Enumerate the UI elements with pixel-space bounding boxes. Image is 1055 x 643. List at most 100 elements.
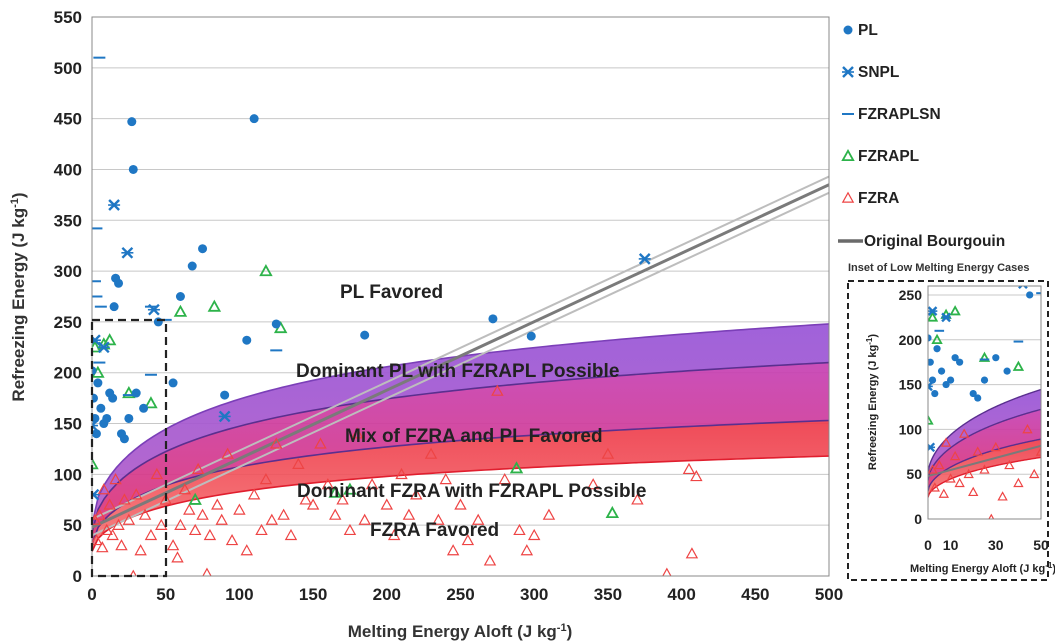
point-pl (933, 345, 941, 353)
y-tick-label: 400 (54, 160, 82, 179)
point-pl (92, 366, 97, 376)
point-fzra (542, 508, 556, 520)
point-pl (931, 389, 939, 398)
point-pl (220, 390, 230, 400)
point-fzra (601, 447, 615, 459)
point-fzra (314, 437, 327, 449)
point-fzra (247, 488, 261, 500)
inset-frame (847, 280, 1049, 581)
point-pl (127, 117, 137, 127)
point-fzrapl (92, 457, 99, 470)
point-fzra (336, 493, 349, 505)
point-fzrapl (144, 396, 158, 409)
x-tick-label: 500 (815, 585, 843, 604)
point-fzra (115, 539, 128, 551)
point-fzra (240, 544, 253, 556)
legend-label: FZRAPL (858, 148, 919, 165)
point-pl (187, 261, 197, 271)
point-fzra (963, 468, 974, 479)
x-axis-ticks: 0 50 100 150 200 250 300 350 400 450 500 (87, 585, 843, 604)
point-snpl (121, 246, 134, 259)
point-pl (96, 403, 106, 413)
point-pl (114, 278, 124, 288)
y-tick-label: 0 (73, 567, 82, 586)
point-fzrapl (207, 299, 222, 312)
x-tick-label: 350 (594, 585, 622, 604)
point-snpl (218, 410, 231, 423)
point-pl (942, 380, 950, 389)
region-label-fzra-favored: FZRA Favored (370, 520, 499, 541)
point-fzra (166, 539, 180, 551)
inset-bourgouin-line (928, 444, 1041, 477)
x-tick-label: 150 (299, 585, 327, 604)
point-fzra (109, 473, 122, 485)
point-fzra (1022, 423, 1033, 434)
point-fzra (997, 491, 1008, 501)
point-pl (139, 403, 149, 413)
legend-label: FZRA (858, 190, 899, 207)
point-snpl (92, 488, 100, 501)
point-fzrapl (343, 482, 357, 495)
point-fzrapl (102, 333, 117, 346)
point-fzra (424, 447, 438, 459)
point-fzrapl (509, 461, 524, 474)
legend: PL SNPL FZRAPLSN FZRAPL FZRA Original Bourgou… (838, 22, 1005, 250)
point-fzra (144, 528, 158, 541)
point-pl (974, 394, 982, 402)
point-fzra (138, 508, 152, 520)
point-fzra (306, 498, 320, 510)
point-pl (198, 244, 208, 254)
point-pl (360, 330, 370, 340)
point-pl (947, 376, 955, 384)
point-pl (175, 292, 185, 301)
point-fzra (520, 544, 534, 556)
point-pl (956, 358, 964, 366)
x-tick-label: 0 (87, 585, 96, 604)
point-fzra (631, 493, 644, 505)
point-snpl (928, 381, 933, 392)
point-fzrapl (931, 333, 943, 344)
point-fzra (358, 513, 371, 525)
x-tick-label: 450 (741, 585, 769, 604)
point-fzra (215, 513, 228, 525)
band-dominant-pl (92, 323, 829, 533)
point-pl (271, 319, 281, 329)
point-pl (131, 388, 141, 398)
y-axis-title: Refreezing Energy (J kg-1) (9, 192, 28, 401)
point-fzra (343, 523, 357, 536)
point-fzra (284, 528, 298, 541)
y-tick-label: 300 (54, 262, 82, 281)
point-fzrapl (328, 485, 342, 498)
point-fzra (934, 459, 945, 470)
point-fzra (351, 427, 364, 439)
point-pl (92, 429, 101, 439)
x-tick-label: 300 (520, 585, 548, 604)
point-fzra (690, 469, 703, 482)
inset-region-boundary-curve (928, 408, 1041, 481)
point-fzra (498, 473, 511, 485)
inset-x-tick-label: 30 (988, 537, 1004, 553)
point-fzra (203, 528, 217, 541)
region-boundary-curve (92, 455, 829, 552)
inset-band-dominant-pl (928, 389, 1041, 481)
x-tick-label: 100 (225, 585, 253, 604)
point-fzra (387, 528, 401, 541)
point-fzrapl (928, 414, 934, 425)
point-fzra (150, 467, 164, 480)
inset-x-axis-ticks: 0 10 30 50 (924, 537, 1049, 553)
region-boundary-curve (92, 361, 829, 533)
point-fzra (188, 523, 202, 536)
point-pl (93, 378, 103, 388)
point-fzra (410, 488, 423, 500)
point-fzra (402, 508, 416, 520)
point-fzra (159, 493, 172, 505)
point-fzra (155, 518, 168, 530)
point-fzra (954, 477, 965, 488)
point-fzra (958, 428, 970, 438)
point-fzra (321, 478, 335, 490)
point-pl (119, 434, 129, 444)
point-pl (928, 334, 932, 342)
point-snpl (928, 306, 938, 316)
point-pl (1003, 367, 1011, 375)
point-fzra (112, 518, 125, 530)
